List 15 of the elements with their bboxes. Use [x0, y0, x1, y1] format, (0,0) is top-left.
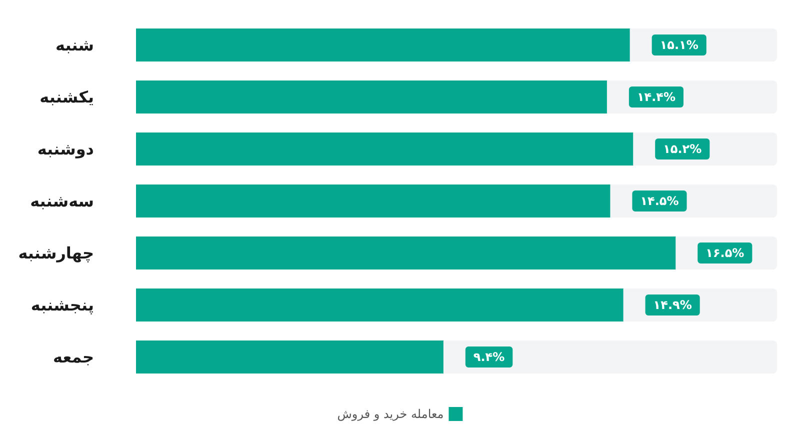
y-tick-label: پنجشنبه	[30, 296, 94, 314]
y-tick-label: چهارشنبه	[18, 244, 94, 262]
y-tick-label: شنبه	[56, 36, 94, 54]
y-tick-label: سه‌شنبه	[30, 192, 94, 210]
data-label: ۱۴.۴%	[636, 90, 676, 104]
y-tick-label: دوشنبه	[37, 140, 94, 158]
data-label: ۱۴.۵%	[640, 194, 679, 208]
data-label: ۹.۴%	[473, 350, 505, 364]
data-label: ۱۴.۹%	[653, 298, 692, 312]
data-label: ۱۵.۱%	[660, 38, 698, 52]
y-tick-label: یکشنبه	[40, 88, 94, 106]
y-tick-label: جمعه	[53, 348, 94, 366]
data-label: ۱۵.۲%	[663, 142, 702, 156]
legend-label: معامله خرید و فروش	[337, 407, 444, 421]
data-label: ۱۶.۵%	[706, 246, 744, 260]
